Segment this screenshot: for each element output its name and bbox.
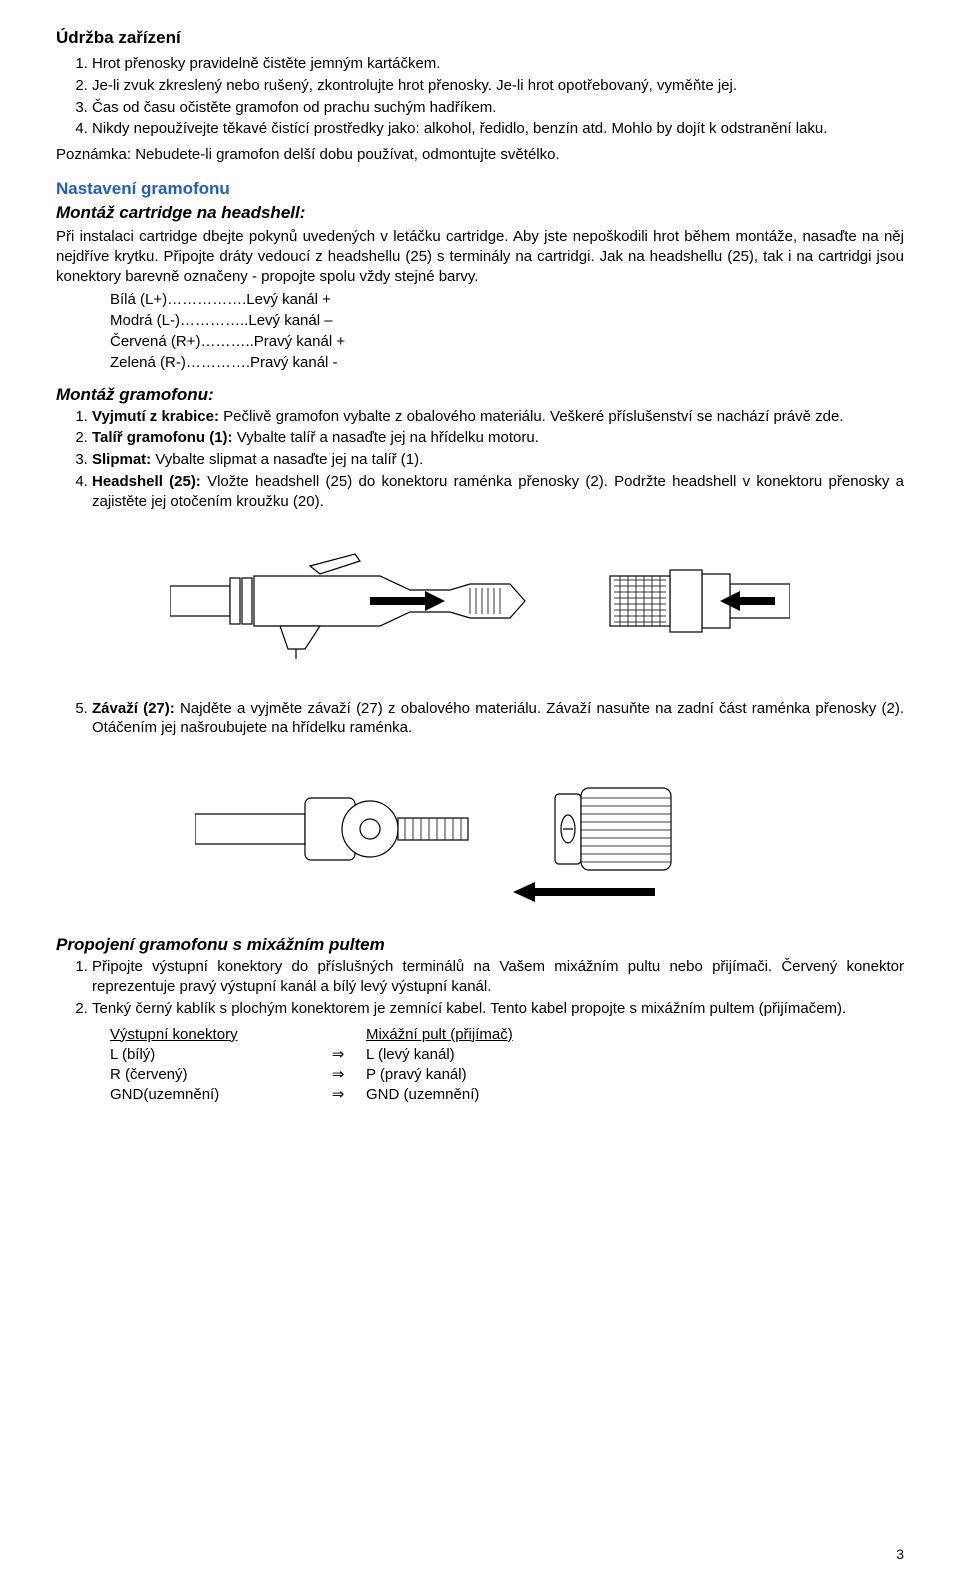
- assembly-item-label: Headshell (25):: [92, 473, 201, 490]
- assembly-item: Slipmat: Vybalte slipmat a nasaďte jej n…: [92, 450, 904, 470]
- assembly-item-label: Talíř gramofonu (1):: [92, 429, 233, 446]
- mixer-heading: Propojení gramofonu s mixážním pultem: [56, 935, 904, 955]
- maintenance-heading: Údržba zařízení: [56, 28, 904, 48]
- connector-right: GND (uzemnění): [366, 1085, 521, 1105]
- connector-right: P (pravý kanál): [366, 1065, 521, 1085]
- page-number: 3: [896, 1546, 904, 1562]
- cartridge-heading: Montáž cartridge na headshell:: [56, 203, 904, 223]
- maintenance-item: Hrot přenosky pravidelně čistěte jemným …: [92, 54, 904, 74]
- wire-color-row: Červená (R+)………..Pravý kanál +: [110, 332, 904, 352]
- setup-heading: Nastavení gramofonu: [56, 179, 904, 199]
- assembly-item: Závaží (27): Najděte a vyjměte závaží (2…: [92, 699, 904, 739]
- connector-left: GND(uzemnění): [110, 1085, 318, 1105]
- maintenance-item: Nikdy nepoužívejte těkavé čistící prostř…: [92, 119, 904, 139]
- wire-color-row: Zelená (R-)………….Pravý kanál -: [110, 353, 904, 373]
- arrow-icon: ⇒: [318, 1085, 366, 1105]
- assembly-item-label: Slipmat:: [92, 451, 151, 468]
- connector-left: R (červený): [110, 1065, 318, 1085]
- assembly-item-label: Vyjmutí z krabice:: [92, 408, 219, 425]
- assembly-heading: Montáž gramofonu:: [56, 385, 904, 405]
- assembly-item-label: Závaží (27):: [92, 700, 175, 717]
- figure-headshell-insert: [56, 526, 904, 681]
- assembly-list: Vyjmutí z krabice: Pečlivě gramofon vyba…: [56, 407, 904, 512]
- connector-left: L (bílý): [110, 1045, 318, 1065]
- arrow-icon: ⇒: [318, 1045, 366, 1065]
- assembly-item: Talíř gramofonu (1): Vybalte talíř a nas…: [92, 428, 904, 448]
- assembly-item-text: Vybalte talíř a nasaďte jej na hřídelku …: [233, 429, 539, 446]
- maintenance-item: Čas od času očistěte gramofon od prachu …: [92, 98, 904, 118]
- assembly-item: Headshell (25): Vložte headshell (25) do…: [92, 472, 904, 512]
- connector-left-header: Výstupní konektory: [110, 1026, 238, 1043]
- connector-table: Výstupní konektory Mixážní pult (přijíma…: [110, 1025, 904, 1105]
- mixer-item: Tenký černý kablík s plochým konektorem …: [92, 999, 904, 1019]
- connector-right: L (levý kanál): [366, 1045, 521, 1065]
- cartridge-paragraph: Při instalaci cartridge dbejte pokynů uv…: [56, 227, 904, 286]
- mixer-list: Připojte výstupní konektory do příslušný…: [56, 957, 904, 1018]
- assembly-item: Vyjmutí z krabice: Pečlivě gramofon vyba…: [92, 407, 904, 427]
- maintenance-list: Hrot přenosky pravidelně čistěte jemným …: [56, 54, 904, 139]
- wire-color-row: Bílá (L+)…………….Levý kanál +: [110, 290, 904, 310]
- wire-color-list: Bílá (L+)…………….Levý kanál + Modrá (L-)………: [110, 290, 904, 372]
- assembly-item-text: Pečlivě gramofon vybalte z obalového mat…: [219, 408, 844, 425]
- assembly-list-continued: Závaží (27): Najděte a vyjměte závaží (2…: [56, 699, 904, 739]
- wire-color-row: Modrá (L-)…………..Levý kanál –: [110, 311, 904, 331]
- mixer-item: Připojte výstupní konektory do příslušný…: [92, 957, 904, 997]
- figure-counterweight: [56, 752, 904, 917]
- assembly-item-text: Vybalte slipmat a nasaďte jej na talíř (…: [151, 451, 423, 468]
- maintenance-item: Je-li zvuk zkreslený nebo rušený, zkontr…: [92, 76, 904, 96]
- connector-right-header: Mixážní pult (přijímač): [366, 1026, 513, 1043]
- maintenance-note: Poznámka: Nebudete-li gramofon delší dob…: [56, 145, 904, 165]
- assembly-item-text: Vložte headshell (25) do konektoru ramén…: [92, 473, 904, 510]
- arrow-icon: ⇒: [318, 1065, 366, 1085]
- assembly-item-text: Najděte a vyjměte závaží (27) z obalovéh…: [92, 700, 904, 737]
